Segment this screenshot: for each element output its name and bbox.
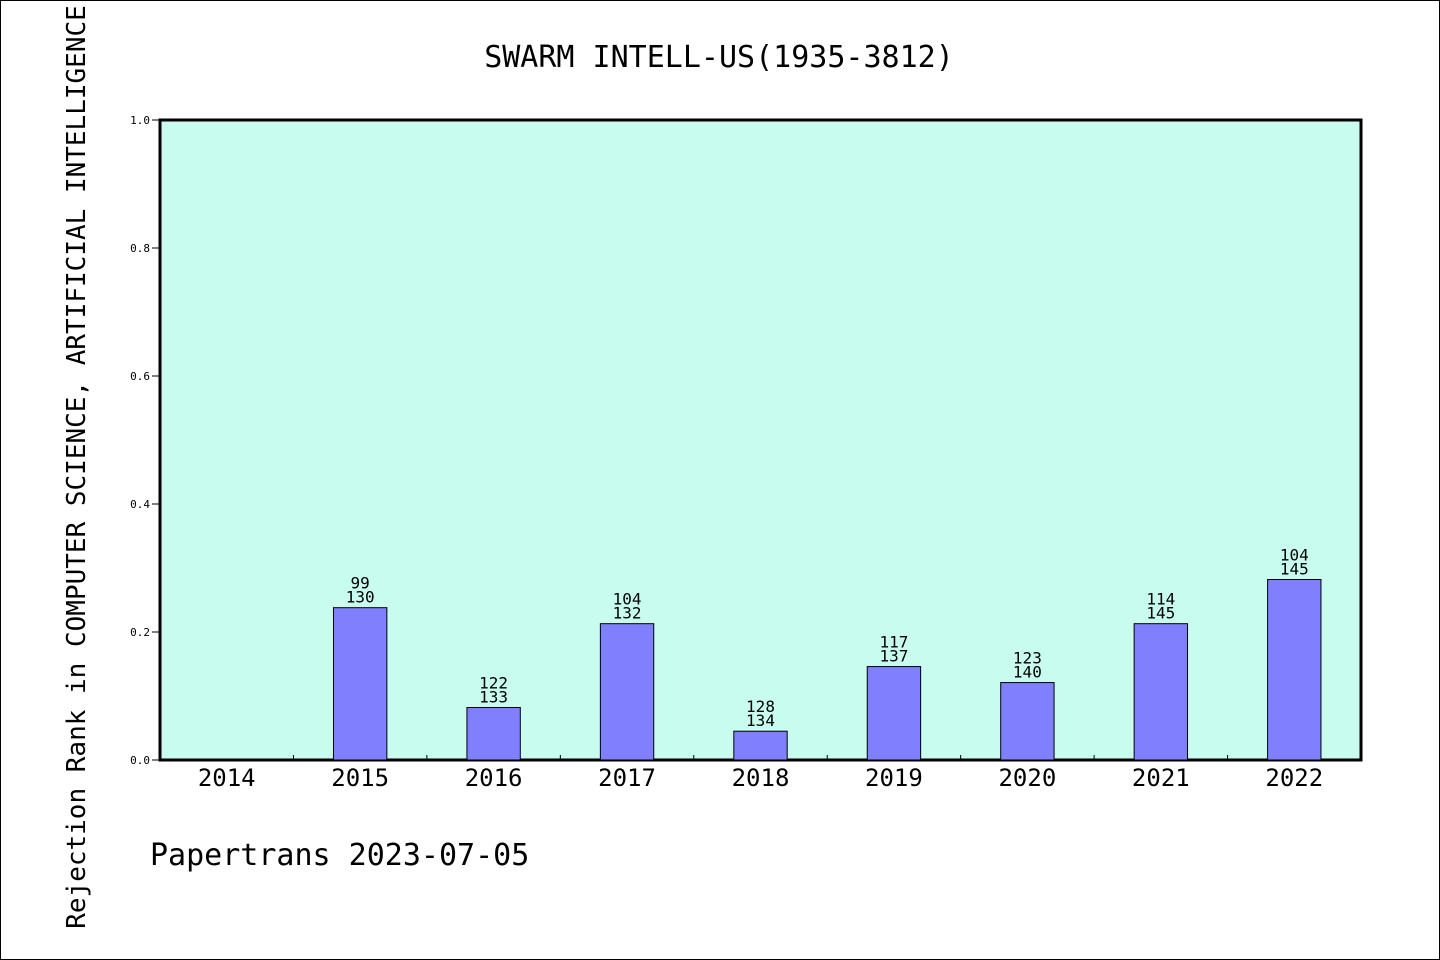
x-tick-label-2014: 2014 <box>198 764 256 792</box>
bar-2015 <box>332 607 388 761</box>
bar-2018 <box>733 730 788 761</box>
x-tick-label-2021: 2021 <box>1132 764 1190 792</box>
data-label-bottom-2020: 140 <box>1013 663 1042 682</box>
bar-2020 <box>1000 682 1055 761</box>
data-label-bottom-2021: 145 <box>1146 604 1175 623</box>
bar-2016 <box>466 707 521 761</box>
data-label-top-2022: 104 <box>1280 546 1309 565</box>
x-tick-label-2015: 2015 <box>331 764 389 792</box>
y-axis-label: Rejection Rank in COMPUTER SCIENCE, ARTI… <box>62 5 92 929</box>
bars-layer <box>332 579 1322 761</box>
x-tick-label-2020: 2020 <box>998 764 1056 792</box>
bar-2022 <box>1267 579 1322 761</box>
data-label-bottom-2018: 134 <box>746 711 775 730</box>
x-tick-label-2019: 2019 <box>865 764 923 792</box>
y-tick-label-0.2: 0.2 <box>130 626 150 639</box>
bar-2017 <box>599 623 655 761</box>
bar-2019 <box>866 666 922 761</box>
bar-2021 <box>1133 623 1189 761</box>
data-label-bottom-2022: 145 <box>1280 560 1309 579</box>
y-tick-label-0.6: 0.6 <box>130 370 150 383</box>
y-ticks-layer: 0.0 0.2 0.4 0.6 0.8 1.0 <box>130 114 160 767</box>
chart-title: SWARM INTELL-US(1935-3812) <box>484 40 954 75</box>
data-label-top-2019: 117 <box>879 633 908 652</box>
x-tick-label-2022: 2022 <box>1265 764 1323 792</box>
data-label-top-2017: 104 <box>613 590 642 609</box>
footer-text: Papertrans 2023-07-05 <box>150 838 529 873</box>
data-label-bottom-2016: 133 <box>479 688 508 707</box>
x-tick-label-2016: 2016 <box>465 764 523 792</box>
y-tick-label-1.0: 1.0 <box>130 114 150 127</box>
x-tick-label-2017: 2017 <box>598 764 656 792</box>
x-ticks-layer: 2014 2015 2016 2017 2018 2019 2020 2021 2022 <box>198 755 1323 792</box>
data-label-top-2021: 114 <box>1146 590 1175 609</box>
x-tick-label-2018: 2018 <box>732 764 790 792</box>
data-label-top-2020: 123 <box>1013 649 1042 668</box>
data-label-top-2015: 99 <box>351 574 370 593</box>
data-label-top-2016: 122 <box>479 674 508 693</box>
data-label-bottom-2015: 130 <box>346 588 375 607</box>
data-label-top-2018: 128 <box>746 697 775 716</box>
data-label-bottom-2017: 132 <box>613 604 642 623</box>
data-label-bottom-2019: 137 <box>879 647 908 666</box>
y-tick-label-0.0: 0.0 <box>130 754 150 767</box>
y-tick-label-0.8: 0.8 <box>130 242 150 255</box>
y-tick-label-0.4: 0.4 <box>130 498 150 511</box>
